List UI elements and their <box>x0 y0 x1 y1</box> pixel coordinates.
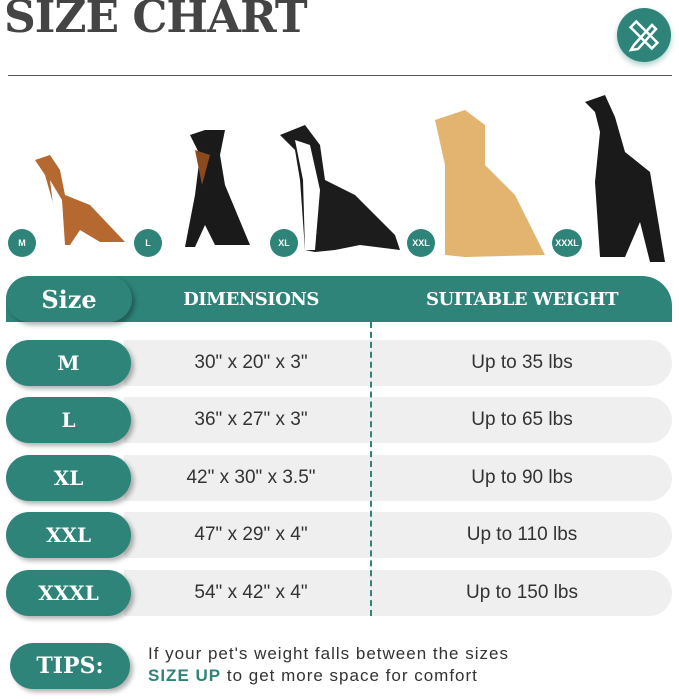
tips-line-1: If your pet's weight falls between the s… <box>148 644 509 663</box>
header-dimensions: DIMENSIONS <box>183 288 319 310</box>
column-divider <box>370 322 372 616</box>
size-pill: XXXL <box>6 570 131 616</box>
table-row: XXXL 54" x 42" x 4" Up to 150 lbs <box>6 570 672 616</box>
size-pill: M <box>6 340 131 386</box>
dimensions-cell: 42" x 30" x 3.5" <box>186 467 316 488</box>
table-row: XXL 47" x 29" x 4" Up to 110 lbs <box>6 512 672 558</box>
table-row: L 36" x 27" x 3" Up to 65 lbs <box>6 397 672 443</box>
dimensions-cell: 30" x 20" x 3" <box>194 352 308 373</box>
divider <box>8 75 672 76</box>
size-pill: L <box>6 397 131 443</box>
dog-xxxl-image <box>585 95 665 262</box>
dog-large-image <box>185 130 250 247</box>
dog-size-badge: M <box>8 229 36 257</box>
dog-medium-image <box>35 155 125 245</box>
tips-label: TIPS: <box>10 643 130 689</box>
weight-cell: Up to 90 lbs <box>471 467 573 488</box>
dog-xl-image <box>280 125 400 252</box>
weight-cell: Up to 150 lbs <box>466 582 578 603</box>
dog-size-badge: XXXL <box>552 229 582 257</box>
page-title: SIZE CHART <box>4 0 308 43</box>
dog-xxl-image <box>435 110 545 257</box>
dog-size-badge: XL <box>270 229 298 257</box>
ruler-pencil-icon <box>617 8 671 62</box>
dog-size-badge: XXL <box>407 229 435 257</box>
weight-cell: Up to 110 lbs <box>466 524 578 545</box>
size-pill: XXL <box>6 512 131 558</box>
table-header: Size DIMENSIONS SUITABLE WEIGHT <box>6 276 672 322</box>
dimensions-cell: 47" x 29" x 4" <box>194 524 308 545</box>
dimensions-cell: 54" x 42" x 4" <box>194 582 308 603</box>
header-weight: SUITABLE WEIGHT <box>426 288 618 310</box>
weight-cell: Up to 65 lbs <box>471 409 573 430</box>
weight-cell: Up to 35 lbs <box>471 352 573 373</box>
tips-line-2: SIZE UP to get more space for comfort <box>148 666 478 686</box>
table-row: XL 42" x 30" x 3.5" Up to 90 lbs <box>6 455 672 501</box>
size-up-emphasis: SIZE UP <box>148 666 222 685</box>
size-pill: XL <box>6 455 131 501</box>
header-size: Size <box>6 276 132 322</box>
tips-line-2-text: to get more space for comfort <box>221 666 478 685</box>
dog-size-badge: L <box>134 229 162 257</box>
dimensions-cell: 36" x 27" x 3" <box>194 409 308 430</box>
table-row: M 30" x 20" x 3" Up to 35 lbs <box>6 340 672 386</box>
